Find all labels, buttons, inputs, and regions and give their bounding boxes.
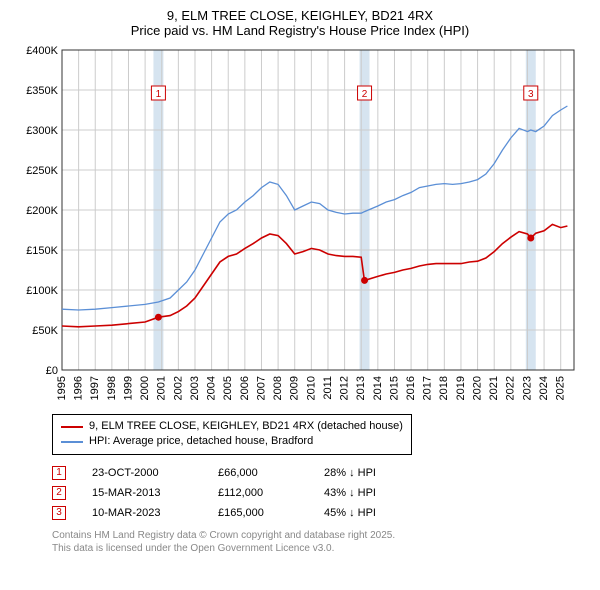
svg-text:2018: 2018 [438,376,450,400]
svg-text:£100K: £100K [26,285,58,297]
line-chart-svg: £0 £50K £100K £150K £200K £250K £300K £350K £400… [20,46,580,406]
svg-text:2022: 2022 [505,376,517,400]
svg-text:1999: 1999 [122,376,134,400]
sale-price: £112,000 [218,487,298,499]
svg-text:2: 2 [362,89,368,100]
legend-swatch [61,441,83,443]
sale-diff: 45% ↓ HPI [324,507,424,519]
footnote-line: This data is licensed under the Open Gov… [52,542,590,555]
sales-table: 1 23-OCT-2000 £66,000 28% ↓ HPI 2 15-MAR… [52,463,590,523]
svg-text:2017: 2017 [422,376,434,400]
chart-subtitle: Price paid vs. HM Land Registry's House … [10,23,590,38]
legend-item: HPI: Average price, detached house, Brad… [61,434,403,449]
svg-text:2012: 2012 [339,376,351,400]
svg-text:2002: 2002 [172,376,184,400]
legend-item: 9, ELM TREE CLOSE, KEIGHLEY, BD21 4RX (d… [61,419,403,434]
chart-area: £0 £50K £100K £150K £200K £250K £300K £350K £400… [20,46,580,406]
svg-text:2009: 2009 [289,376,301,400]
svg-text:2021: 2021 [488,376,500,400]
sale-date: 23-OCT-2000 [92,467,192,479]
table-row: 3 10-MAR-2023 £165,000 45% ↓ HPI [52,503,590,523]
chart-container: 9, ELM TREE CLOSE, KEIGHLEY, BD21 4RX Pr… [0,0,600,563]
svg-text:2006: 2006 [239,376,251,400]
sale-diff: 28% ↓ HPI [324,467,424,479]
sale-diff: 43% ↓ HPI [324,487,424,499]
svg-text:1997: 1997 [89,376,101,400]
sale-date: 15-MAR-2013 [92,487,192,499]
table-row: 1 23-OCT-2000 £66,000 28% ↓ HPI [52,463,590,483]
footnote-line: Contains HM Land Registry data © Crown c… [52,529,590,542]
svg-text:£350K: £350K [26,85,58,97]
svg-text:2007: 2007 [255,376,267,400]
svg-text:2003: 2003 [189,376,201,400]
svg-text:£250K: £250K [26,165,58,177]
svg-text:£400K: £400K [26,46,58,57]
svg-text:2000: 2000 [139,376,151,400]
table-row: 2 15-MAR-2013 £112,000 43% ↓ HPI [52,483,590,503]
svg-text:2016: 2016 [405,376,417,400]
chart-title: 9, ELM TREE CLOSE, KEIGHLEY, BD21 4RX [10,8,590,23]
sale-marker-icon: 3 [52,506,66,520]
sale-price: £165,000 [218,507,298,519]
svg-text:2010: 2010 [305,376,317,400]
svg-text:2004: 2004 [206,376,218,400]
svg-text:£150K: £150K [26,245,58,257]
svg-text:2015: 2015 [388,376,400,400]
svg-text:1998: 1998 [106,376,118,400]
legend-label: 9, ELM TREE CLOSE, KEIGHLEY, BD21 4RX (d… [89,419,403,434]
svg-text:2024: 2024 [538,376,550,400]
svg-text:2005: 2005 [222,376,234,400]
svg-text:£300K: £300K [26,125,58,137]
svg-text:2011: 2011 [322,376,334,400]
sale-price: £66,000 [218,467,298,479]
svg-text:1996: 1996 [73,376,85,400]
legend-swatch [61,426,83,428]
sale-marker-icon: 2 [52,486,66,500]
legend: 9, ELM TREE CLOSE, KEIGHLEY, BD21 4RX (d… [52,414,412,455]
svg-text:£0: £0 [46,365,58,377]
svg-text:2014: 2014 [372,376,384,400]
svg-text:1: 1 [156,89,162,100]
legend-label: HPI: Average price, detached house, Brad… [89,434,313,449]
footnote: Contains HM Land Registry data © Crown c… [52,529,590,555]
svg-text:2020: 2020 [471,376,483,400]
svg-text:3: 3 [528,89,534,100]
svg-text:2023: 2023 [521,376,533,400]
svg-text:2025: 2025 [555,376,567,400]
svg-text:£50K: £50K [32,325,58,337]
svg-text:2013: 2013 [355,376,367,400]
svg-text:1995: 1995 [56,376,68,400]
svg-text:2001: 2001 [156,376,168,400]
sale-marker-icon: 1 [52,466,66,480]
svg-text:£200K: £200K [26,205,58,217]
sale-date: 10-MAR-2023 [92,507,192,519]
svg-text:2008: 2008 [272,376,284,400]
svg-text:2019: 2019 [455,376,467,400]
